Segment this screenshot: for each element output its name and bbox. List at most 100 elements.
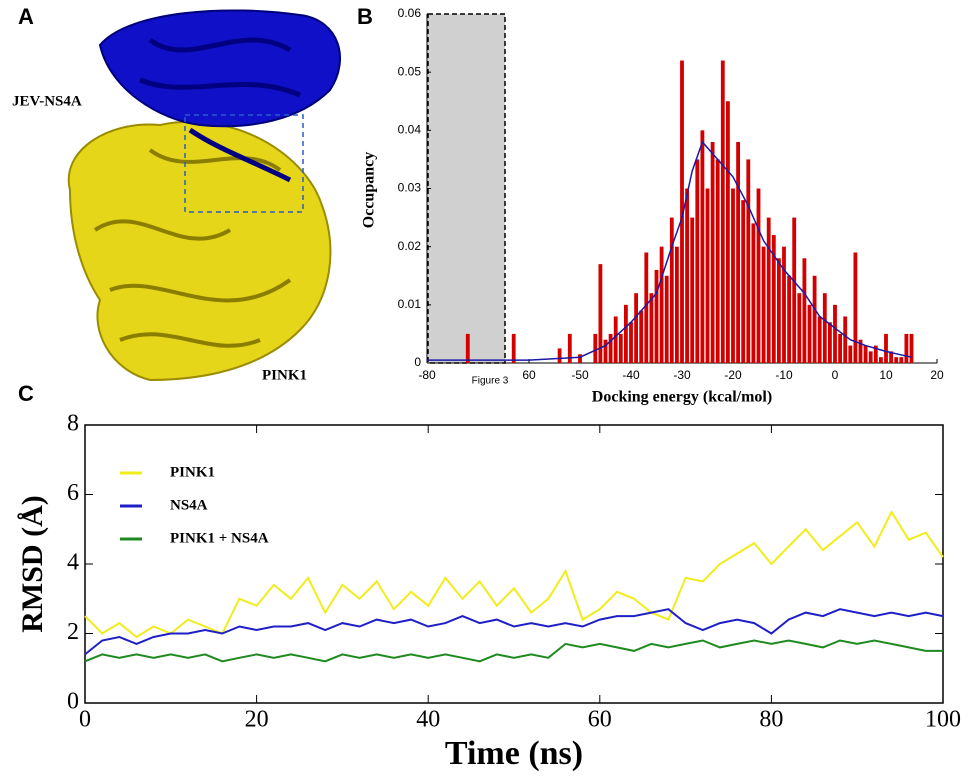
y-tick-label: 6 [67,480,79,506]
y-tick-label: 0.05 [398,64,422,78]
panel-label: C [18,381,34,406]
y-tick-label: 8 [67,411,79,437]
bar [782,246,786,363]
x-tick-label: -50 [571,368,589,382]
panel-label: B [357,4,373,29]
bar [751,223,756,363]
ns4a-structure [98,9,341,128]
bar [817,316,822,363]
bar [899,357,904,363]
bar [894,357,899,363]
x-tick-label: 20 [245,707,269,733]
bar [736,141,741,363]
legend-label: PINK1 + NS4A [170,530,269,546]
y-tick-label: 0.02 [398,239,422,253]
bar [705,188,710,363]
bar [639,310,644,363]
bar [756,188,761,363]
y-tick-label: 0.04 [398,123,422,137]
bar [567,333,572,363]
y-tick-label: 2 [67,619,79,645]
series-line [84,608,944,656]
bar [720,60,725,364]
bar [710,141,715,363]
bar [771,235,776,363]
bar [802,258,807,363]
bar [909,333,914,363]
bar [776,258,781,363]
y-tick-label: 0.06 [398,6,422,20]
bar [746,159,751,363]
bar [623,304,628,363]
y-axis-label: RMSD (Å) [16,495,49,632]
x-tick-label: -30 [673,368,691,382]
bar [873,345,878,363]
x-tick-label: -80 [418,368,436,382]
bar [843,316,848,363]
bar [833,304,837,363]
bar [807,304,812,363]
bar [889,351,894,363]
bar [644,252,649,363]
bar [659,246,664,363]
x-tick-label: 0 [79,707,91,733]
bar [674,246,679,363]
x-tick-label: 40 [416,707,440,733]
x-tick-label: -20 [724,368,742,382]
bar [715,159,720,363]
bar [812,275,817,363]
bar [761,246,766,363]
bar [725,101,730,363]
ns4a-ribbons [139,37,301,183]
x-tick-label: 60 [522,368,536,382]
bar [603,339,608,363]
bar [838,333,843,363]
legend-label: PINK1 [170,464,215,480]
bar [853,252,858,363]
bar [598,264,603,363]
y-axis-label: Occupancy [361,152,378,228]
series-line [84,509,944,639]
legend-label: NS4A [170,497,208,513]
structure-label: PINK1 [262,367,307,383]
bar [695,159,700,363]
bar [848,345,853,363]
bar [690,217,695,363]
structure-label: JEV-NS4A [12,93,82,109]
bar [634,293,639,363]
x-tick-label: -10 [775,368,793,382]
x-tick-label: 0 [832,368,839,382]
bar [557,348,562,363]
bar [766,217,771,363]
bar [863,345,868,363]
bar [680,60,684,364]
bar [465,333,470,363]
bar [618,333,623,363]
x-axis-label: Docking energy (kcal/mol) [592,389,772,406]
series-line [84,639,943,663]
x-tick-label: -40 [622,368,640,382]
x-tick-label: 20 [930,368,944,382]
bar [700,130,705,363]
protein-structure [67,9,341,382]
y-tick-label: 0 [67,689,79,715]
bar [593,333,598,363]
pink1-structure [67,120,332,382]
bar [613,316,618,363]
bar [654,269,659,363]
x-tick-label: 60 [588,707,612,733]
y-tick-label: 0 [414,355,421,369]
bar [608,333,613,363]
bar [578,354,582,363]
bar [669,217,674,363]
bar [664,275,669,363]
y-tick-label: 0.03 [398,181,422,195]
bar [792,217,797,363]
x-tick-label: 80 [759,707,783,733]
bar [629,322,633,363]
bar [868,351,873,363]
interface-box [184,114,304,213]
bar [741,200,746,363]
bar [904,333,909,363]
